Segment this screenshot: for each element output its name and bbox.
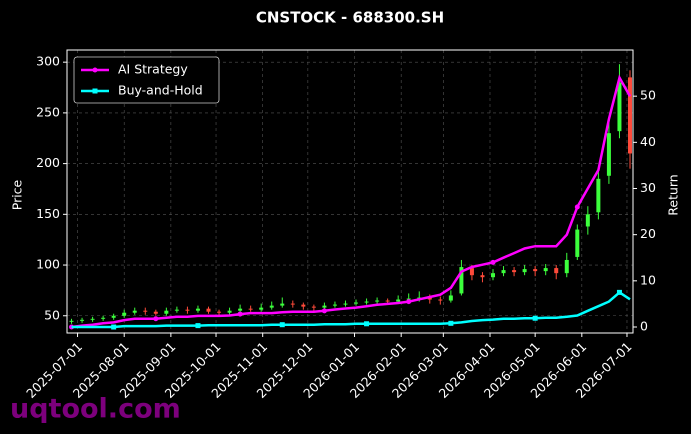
candle-body bbox=[101, 317, 106, 319]
candle-body bbox=[606, 133, 611, 176]
y2-tick-label: 0 bbox=[640, 318, 648, 333]
plot-frame bbox=[66, 49, 634, 334]
y2-tick-label: 20 bbox=[640, 226, 656, 241]
candle-body bbox=[80, 319, 85, 321]
candle-body bbox=[132, 310, 137, 313]
y-tick-label: 300 bbox=[36, 54, 60, 69]
candle-body bbox=[543, 268, 548, 272]
chart-title: CNSTOCK - 688300.SH bbox=[256, 9, 444, 27]
candle-body bbox=[122, 312, 127, 316]
legend-marker bbox=[92, 88, 98, 94]
candle-body bbox=[364, 301, 369, 303]
candle-body bbox=[522, 269, 527, 273]
candle-body bbox=[206, 308, 211, 312]
candle-body bbox=[227, 310, 232, 313]
line-marker bbox=[279, 322, 285, 328]
candle-body bbox=[248, 308, 253, 310]
line-marker bbox=[490, 259, 496, 265]
candle-body bbox=[575, 229, 580, 257]
candle-body bbox=[480, 275, 485, 278]
candle-body bbox=[459, 267, 464, 294]
candle-body bbox=[617, 82, 622, 132]
candle-body bbox=[501, 270, 506, 274]
candle-body bbox=[596, 178, 601, 213]
y2-tick-label: 40 bbox=[640, 134, 656, 149]
line-marker bbox=[321, 308, 327, 314]
legend-label: AI Strategy bbox=[118, 62, 188, 77]
candle-body bbox=[469, 268, 474, 276]
y2-axis-label: Return bbox=[666, 174, 681, 215]
candle-body bbox=[259, 307, 264, 310]
candle-body bbox=[280, 303, 285, 306]
candle-body bbox=[417, 297, 422, 299]
candle-body bbox=[69, 320, 74, 322]
legend-box bbox=[73, 56, 220, 104]
line-marker bbox=[574, 204, 580, 210]
y2-tick-label: 50 bbox=[640, 88, 656, 103]
y-tick-label: 250 bbox=[36, 104, 60, 119]
candle-body bbox=[375, 300, 380, 302]
candle-body bbox=[512, 270, 517, 273]
candle-body bbox=[290, 303, 295, 305]
candle-body bbox=[195, 308, 200, 311]
line-series bbox=[71, 290, 631, 329]
line-marker bbox=[195, 323, 201, 329]
candle-body bbox=[143, 310, 148, 312]
candle-body bbox=[90, 318, 95, 320]
candle-body bbox=[438, 299, 443, 301]
candle-body bbox=[322, 305, 327, 308]
candle-body bbox=[343, 303, 348, 305]
y-tick-label: 100 bbox=[36, 257, 60, 272]
line-marker bbox=[532, 315, 538, 321]
y-axis-label: Price bbox=[10, 179, 25, 210]
candle-body bbox=[164, 310, 169, 314]
line-marker bbox=[364, 321, 370, 327]
candle-body bbox=[269, 305, 274, 308]
candle-body bbox=[238, 308, 243, 311]
candle-body bbox=[301, 304, 306, 307]
candle-body bbox=[153, 311, 158, 314]
y2-tick-label: 10 bbox=[640, 272, 656, 287]
candle-body bbox=[385, 300, 390, 302]
legend-label: Buy-and-Hold bbox=[118, 83, 203, 98]
candle-body bbox=[627, 77, 632, 154]
candle-body bbox=[533, 269, 538, 272]
line-marker bbox=[111, 324, 117, 330]
line-series bbox=[71, 74, 632, 329]
y-tick-label: 50 bbox=[44, 307, 60, 322]
line-marker bbox=[237, 311, 243, 317]
watermark: uqtool.com bbox=[10, 394, 181, 425]
candle-body bbox=[406, 298, 411, 300]
line-marker bbox=[616, 289, 622, 295]
candle-body bbox=[564, 259, 569, 274]
candle-body bbox=[427, 297, 432, 300]
y2-tick-label: 30 bbox=[640, 180, 656, 195]
candle-body bbox=[217, 311, 222, 313]
candle-body bbox=[111, 315, 116, 318]
y-tick-label: 150 bbox=[36, 206, 60, 221]
candle-body bbox=[354, 302, 359, 304]
candle-body bbox=[448, 295, 453, 301]
y-tick-label: 200 bbox=[36, 155, 60, 170]
candle-body bbox=[585, 214, 590, 227]
line-marker bbox=[406, 299, 412, 305]
candle-body bbox=[174, 309, 179, 311]
candle-body bbox=[185, 309, 190, 311]
candle-body bbox=[311, 306, 316, 308]
legend-marker bbox=[92, 67, 98, 73]
candle-body bbox=[554, 268, 559, 274]
line-marker bbox=[153, 316, 159, 322]
candle-body bbox=[491, 273, 496, 278]
line-marker bbox=[448, 320, 454, 326]
candle-body bbox=[396, 299, 401, 302]
candle-body bbox=[332, 304, 337, 306]
